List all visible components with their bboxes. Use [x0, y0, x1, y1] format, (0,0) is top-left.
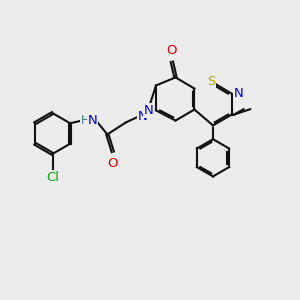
- Text: Cl: Cl: [46, 171, 59, 184]
- Text: O: O: [107, 157, 118, 170]
- Text: N: N: [138, 110, 147, 123]
- Text: N: N: [144, 104, 154, 117]
- Text: S: S: [207, 75, 216, 88]
- Text: N: N: [234, 86, 244, 100]
- Text: O: O: [167, 44, 177, 57]
- Text: H: H: [81, 114, 89, 127]
- Text: N: N: [88, 114, 98, 127]
